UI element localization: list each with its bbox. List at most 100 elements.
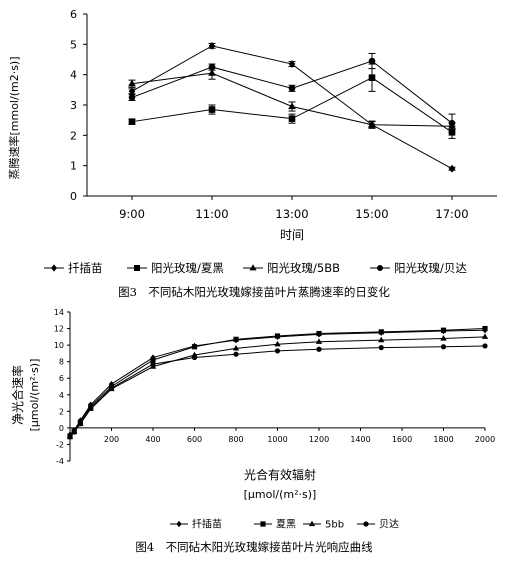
data-point bbox=[191, 344, 198, 350]
x-tick-label: 400 bbox=[145, 435, 160, 444]
x-tick-label: 1600 bbox=[392, 435, 412, 444]
data-point bbox=[208, 63, 216, 71]
data-point bbox=[481, 333, 489, 339]
y-tick-label: 4 bbox=[59, 391, 64, 400]
x-tick-label: 9:00 bbox=[119, 207, 145, 221]
chart-transpiration: 0 1 2 3 4 5 6 9:00 11:00 13:00 15:00 17:00 时间 蒸腾速率[mm… bbox=[7, 8, 497, 275]
y-tick-label: 0 bbox=[70, 190, 77, 203]
y-tick-label: 14 bbox=[54, 308, 64, 317]
y-tick-label: 12 bbox=[54, 325, 64, 334]
data-point bbox=[77, 421, 83, 427]
legend-marker bbox=[249, 264, 257, 271]
legend-marker bbox=[308, 520, 316, 527]
x-tick-label: 11:00 bbox=[195, 207, 228, 221]
data-point bbox=[88, 405, 94, 411]
data-point bbox=[274, 340, 281, 347]
legend-label: 5bb bbox=[325, 520, 344, 531]
data-point bbox=[274, 333, 281, 339]
data-point bbox=[288, 102, 296, 110]
legend-marker bbox=[176, 520, 182, 528]
x-tick-label: 1400 bbox=[350, 435, 370, 444]
x-axis-unit: [μmol/(m²·s)] bbox=[244, 488, 317, 501]
x-tick-label: 2000 bbox=[475, 435, 495, 444]
legend-marker bbox=[51, 264, 57, 272]
legend-marker bbox=[260, 521, 266, 527]
x-tick-label: 1000 bbox=[267, 435, 287, 444]
x-tick-label: 600 bbox=[187, 435, 202, 444]
x-axis-title: 时间 bbox=[280, 228, 304, 242]
data-point bbox=[368, 120, 376, 128]
legend-marker bbox=[363, 521, 369, 527]
data-point bbox=[128, 87, 136, 96]
data-point bbox=[233, 351, 239, 357]
y-tick-label: -4 bbox=[56, 457, 64, 466]
data-point bbox=[71, 429, 77, 435]
figure3-caption: 图3 不同砧木阳光玫瑰嫁接苗叶片蒸腾速率的日变化 bbox=[118, 285, 390, 299]
x-tick-label: 1200 bbox=[309, 435, 329, 444]
data-point bbox=[378, 344, 384, 351]
data-point bbox=[288, 115, 296, 122]
data-point bbox=[128, 118, 136, 125]
data-point bbox=[67, 434, 73, 440]
data-point bbox=[208, 41, 216, 50]
legend-label: 阳光玫瑰/贝达 bbox=[394, 261, 467, 275]
data-point bbox=[368, 57, 376, 65]
y-tick-label: -2 bbox=[56, 440, 64, 449]
y-tick-label: 8 bbox=[59, 358, 64, 367]
y-tick-label: 4 bbox=[70, 69, 77, 82]
data-point bbox=[208, 69, 216, 76]
y-axis-unit: [μmol/(m²·s)] bbox=[28, 359, 41, 432]
legend-label: 贝达 bbox=[379, 519, 399, 531]
data-point bbox=[316, 346, 322, 352]
legend-label: 扦插苗 bbox=[68, 261, 103, 275]
y-axis-title: 净光合速率 bbox=[10, 365, 25, 425]
data-point bbox=[233, 336, 239, 342]
data-point bbox=[128, 79, 136, 87]
y-axis-title: 蒸腾速率[mmol/(m2·s)] bbox=[7, 56, 21, 179]
data-point bbox=[208, 106, 216, 113]
data-point bbox=[378, 336, 385, 343]
y-tick-label: 5 bbox=[70, 38, 77, 51]
x-tick-label: 200 bbox=[104, 435, 119, 444]
data-point bbox=[232, 345, 240, 351]
figure4-caption: 图4 不同砧木阳光玫瑰嫁接苗叶片光响应曲线 bbox=[135, 540, 373, 554]
data-point bbox=[191, 354, 198, 361]
legend-label: 夏黑 bbox=[276, 519, 296, 531]
data-point bbox=[150, 361, 156, 367]
data-point bbox=[150, 357, 156, 363]
y-tick-label: 2 bbox=[70, 129, 77, 142]
legend-label: 阳光玫瑰/5BB bbox=[267, 261, 340, 275]
x-tick-label: 13:00 bbox=[275, 207, 308, 221]
legend-label: 阳光玫瑰/夏黑 bbox=[151, 261, 224, 275]
data-point bbox=[482, 343, 488, 349]
data-point bbox=[315, 338, 323, 344]
data-point bbox=[274, 348, 281, 354]
data-point bbox=[440, 327, 447, 333]
data-point bbox=[288, 85, 296, 92]
y-tick-label: 2 bbox=[59, 407, 64, 416]
series-line bbox=[69, 345, 486, 438]
legend-marker bbox=[377, 265, 383, 271]
data-point bbox=[440, 344, 447, 350]
y-tick-label: 6 bbox=[70, 8, 77, 21]
y-tick-label: 3 bbox=[70, 99, 77, 112]
data-point bbox=[448, 119, 456, 127]
chart-light-response: -4 -2 0 2 4 6 8 10 12 14 200 400 600 800 1000 1200 1400 1… bbox=[10, 308, 495, 531]
data-point bbox=[482, 325, 488, 332]
data-point bbox=[128, 94, 136, 101]
data-point bbox=[108, 385, 115, 391]
y-tick-label: 1 bbox=[70, 160, 77, 173]
data-point bbox=[448, 164, 456, 173]
y-tick-label: 0 bbox=[59, 424, 64, 433]
data-point bbox=[368, 74, 376, 81]
data-point bbox=[378, 329, 384, 335]
legend-marker bbox=[134, 265, 140, 271]
data-point bbox=[440, 335, 447, 341]
data-point bbox=[316, 330, 322, 337]
x-tick-label: 800 bbox=[228, 435, 243, 444]
y-tick-label: 10 bbox=[54, 341, 64, 350]
x-tick-label: 15:00 bbox=[355, 207, 388, 221]
legend-label: 扦插苗 bbox=[192, 518, 222, 531]
y-tick-label: 6 bbox=[59, 374, 64, 383]
